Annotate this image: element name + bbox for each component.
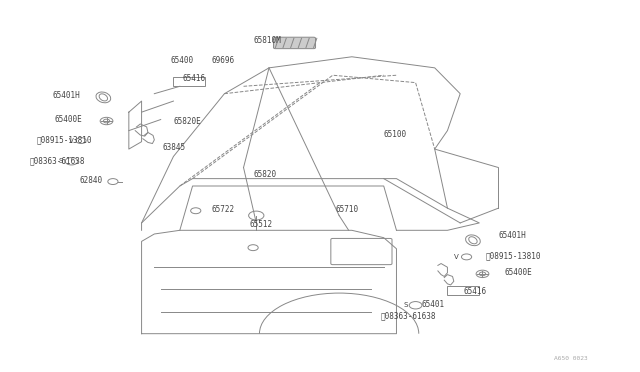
Text: 65416: 65416: [463, 287, 486, 296]
Text: 65401H: 65401H: [52, 91, 80, 100]
Text: 65401H: 65401H: [499, 231, 526, 240]
Text: 69696: 69696: [212, 56, 235, 65]
Text: 65512: 65512: [250, 220, 273, 229]
FancyBboxPatch shape: [331, 238, 392, 264]
Text: 65820: 65820: [253, 170, 276, 179]
Text: Ⓝ08363-61638: Ⓝ08363-61638: [30, 156, 86, 166]
Text: S: S: [59, 158, 63, 164]
Text: 65400: 65400: [170, 56, 193, 65]
Text: 65810M: 65810M: [253, 36, 281, 45]
FancyBboxPatch shape: [447, 286, 479, 295]
Text: 65400E: 65400E: [505, 268, 532, 277]
Text: 62840: 62840: [80, 176, 103, 185]
Text: V: V: [68, 138, 74, 144]
Text: 65400E: 65400E: [54, 115, 82, 124]
Text: 65722: 65722: [212, 205, 235, 215]
Text: Ⓠ08915-13810: Ⓠ08915-13810: [486, 251, 541, 261]
Text: A650 0023: A650 0023: [554, 356, 588, 361]
Text: S: S: [404, 302, 408, 308]
Ellipse shape: [96, 92, 111, 103]
FancyBboxPatch shape: [173, 77, 205, 86]
Ellipse shape: [468, 237, 477, 244]
Text: V: V: [454, 254, 459, 260]
Text: 65100: 65100: [384, 130, 407, 139]
FancyBboxPatch shape: [273, 37, 316, 49]
Text: 65710: 65710: [336, 205, 359, 215]
Text: Ⓠ08915-13810: Ⓠ08915-13810: [36, 135, 92, 144]
Text: 65416: 65416: [183, 74, 206, 83]
Text: 65820E: 65820E: [173, 117, 201, 126]
Text: 65401: 65401: [422, 300, 445, 309]
Text: Ⓝ08363-61638: Ⓝ08363-61638: [381, 311, 436, 320]
Ellipse shape: [99, 94, 108, 101]
Ellipse shape: [465, 235, 480, 246]
Text: 63845: 63845: [163, 143, 186, 152]
